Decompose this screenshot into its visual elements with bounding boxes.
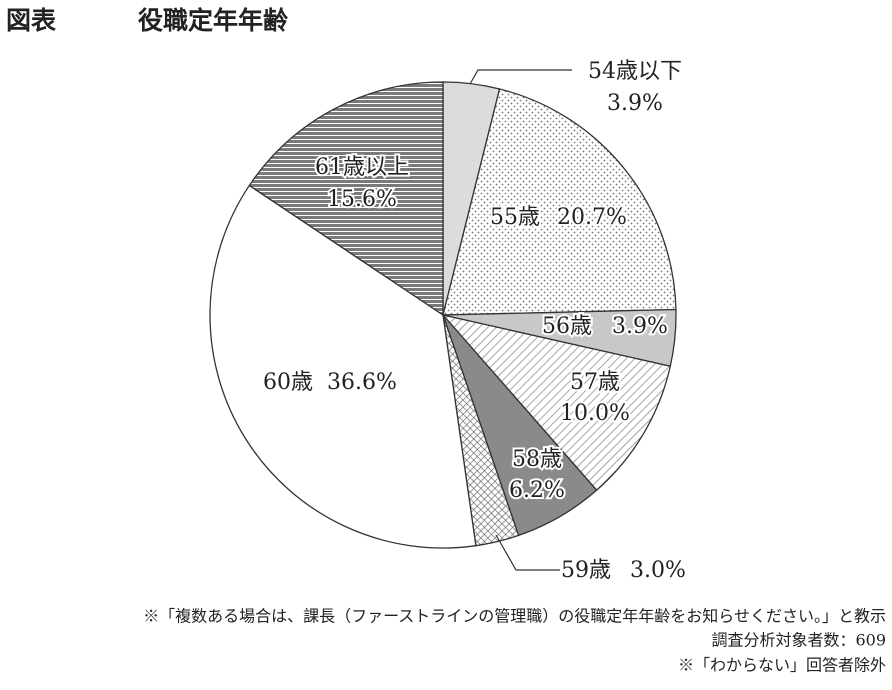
slice-label: 57歳 — [570, 370, 620, 395]
slice-label: 61歳以上 — [315, 155, 409, 180]
slice-label: 54歳以下 — [588, 59, 682, 84]
value-label: 15.6% — [327, 187, 397, 212]
slice-label: 55歳 — [490, 205, 540, 230]
value-label: 36.6% — [327, 370, 397, 395]
value-label: 10.0% — [560, 401, 630, 426]
note: ※「わからない」回答者除外 — [678, 656, 886, 675]
slice-label: 58歳 — [512, 447, 562, 472]
chart-title: 役職定年年齢 — [138, 6, 288, 35]
value-label: 3.9% — [612, 314, 668, 339]
value-label: 6.2% — [509, 478, 565, 503]
slice-label: 56歳 — [542, 314, 592, 339]
leader-line — [495, 534, 560, 571]
value-label: 3.9% — [607, 91, 663, 116]
note: ※「複数ある場合は、課長（ファーストラインの管理職）の役職定年年齢をお知らせくだ… — [143, 607, 886, 626]
pie-slice — [248, 81, 444, 317]
pie-slice — [209, 184, 477, 549]
leader-line — [469, 69, 572, 85]
slice-label: 60歳 — [263, 370, 313, 395]
note: 調査分析対象者数：609 — [711, 631, 886, 650]
value-label: 20.7% — [557, 205, 627, 230]
pie-slice — [442, 88, 677, 316]
pie-slice — [441, 313, 672, 492]
slice-label: 59歳 — [561, 558, 611, 583]
value-label: 3.0% — [630, 558, 686, 583]
chart-label: 図表 — [6, 6, 57, 35]
